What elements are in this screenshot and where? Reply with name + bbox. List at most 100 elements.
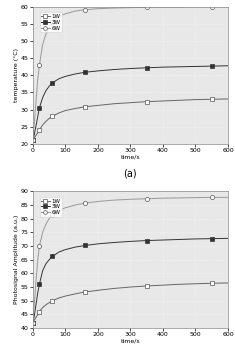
1W	[145, 284, 148, 288]
6W	[74, 203, 77, 207]
1W	[36, 131, 39, 135]
3W	[48, 84, 51, 88]
6W	[31, 320, 34, 325]
6W	[33, 299, 36, 303]
3W	[145, 66, 148, 70]
Line: 1W: 1W	[31, 281, 230, 325]
1W	[74, 106, 77, 111]
3W	[33, 131, 36, 135]
3W	[35, 123, 38, 127]
3W	[178, 237, 181, 242]
1W	[178, 98, 181, 102]
1W	[41, 305, 44, 310]
6W	[145, 5, 148, 9]
3W	[227, 236, 229, 240]
6W	[35, 277, 38, 281]
X-axis label: time/s: time/s	[121, 339, 140, 344]
Line: 6W: 6W	[31, 5, 230, 142]
Text: (a): (a)	[124, 168, 137, 178]
3W	[227, 64, 229, 68]
1W	[129, 101, 132, 105]
X-axis label: time/s: time/s	[121, 154, 140, 159]
1W	[129, 285, 132, 289]
3W	[48, 258, 51, 262]
1W	[83, 290, 86, 294]
6W	[161, 196, 164, 200]
3W	[44, 89, 47, 93]
6W	[51, 20, 54, 24]
1W	[41, 123, 44, 127]
3W	[113, 67, 116, 72]
3W	[161, 65, 164, 69]
Legend: 1W, 3W, 6W: 1W, 3W, 6W	[39, 13, 62, 32]
6W	[113, 6, 116, 10]
6W	[36, 258, 39, 262]
6W	[129, 197, 132, 201]
1W	[48, 300, 51, 305]
3W	[44, 262, 47, 266]
3W	[35, 301, 38, 305]
6W	[38, 244, 41, 248]
1W	[64, 294, 67, 298]
3W	[129, 239, 132, 244]
1W	[48, 116, 51, 120]
1W	[178, 282, 181, 287]
1W	[58, 296, 60, 300]
6W	[74, 9, 77, 13]
3W	[38, 282, 41, 287]
6W	[83, 201, 86, 205]
Line: 3W: 3W	[31, 236, 230, 325]
3W	[161, 238, 164, 242]
6W	[48, 25, 51, 30]
3W	[83, 70, 86, 74]
1W	[44, 119, 47, 124]
6W	[210, 195, 213, 199]
3W	[178, 65, 181, 69]
3W	[210, 64, 213, 68]
6W	[36, 77, 39, 81]
6W	[64, 206, 67, 210]
3W	[145, 238, 148, 243]
6W	[33, 118, 36, 122]
1W	[83, 105, 86, 109]
3W	[36, 114, 39, 118]
1W	[97, 288, 99, 292]
1W	[97, 103, 99, 107]
1W	[145, 99, 148, 104]
Y-axis label: Photosignal Amplitude (a.u.): Photosignal Amplitude (a.u.)	[15, 215, 20, 304]
6W	[51, 213, 54, 217]
Y-axis label: temperature (°C): temperature (°C)	[15, 49, 20, 102]
1W	[51, 299, 54, 303]
3W	[33, 312, 36, 317]
6W	[31, 138, 34, 142]
1W	[194, 97, 197, 102]
3W	[38, 106, 41, 110]
6W	[38, 63, 41, 67]
1W	[31, 138, 34, 142]
6W	[97, 7, 99, 11]
3W	[113, 240, 116, 245]
Line: 3W: 3W	[31, 64, 230, 142]
1W	[161, 99, 164, 103]
3W	[64, 74, 67, 79]
1W	[161, 283, 164, 287]
Line: 1W: 1W	[31, 97, 230, 142]
6W	[227, 5, 229, 9]
6W	[35, 97, 38, 101]
3W	[58, 77, 60, 81]
3W	[83, 243, 86, 247]
1W	[210, 97, 213, 101]
1W	[36, 312, 39, 317]
6W	[194, 5, 197, 9]
6W	[58, 14, 60, 18]
6W	[41, 43, 44, 47]
6W	[64, 12, 67, 16]
6W	[41, 230, 44, 235]
1W	[113, 102, 116, 106]
6W	[227, 195, 229, 199]
6W	[210, 5, 213, 9]
6W	[194, 195, 197, 200]
3W	[129, 66, 132, 70]
1W	[74, 292, 77, 296]
6W	[44, 32, 47, 36]
